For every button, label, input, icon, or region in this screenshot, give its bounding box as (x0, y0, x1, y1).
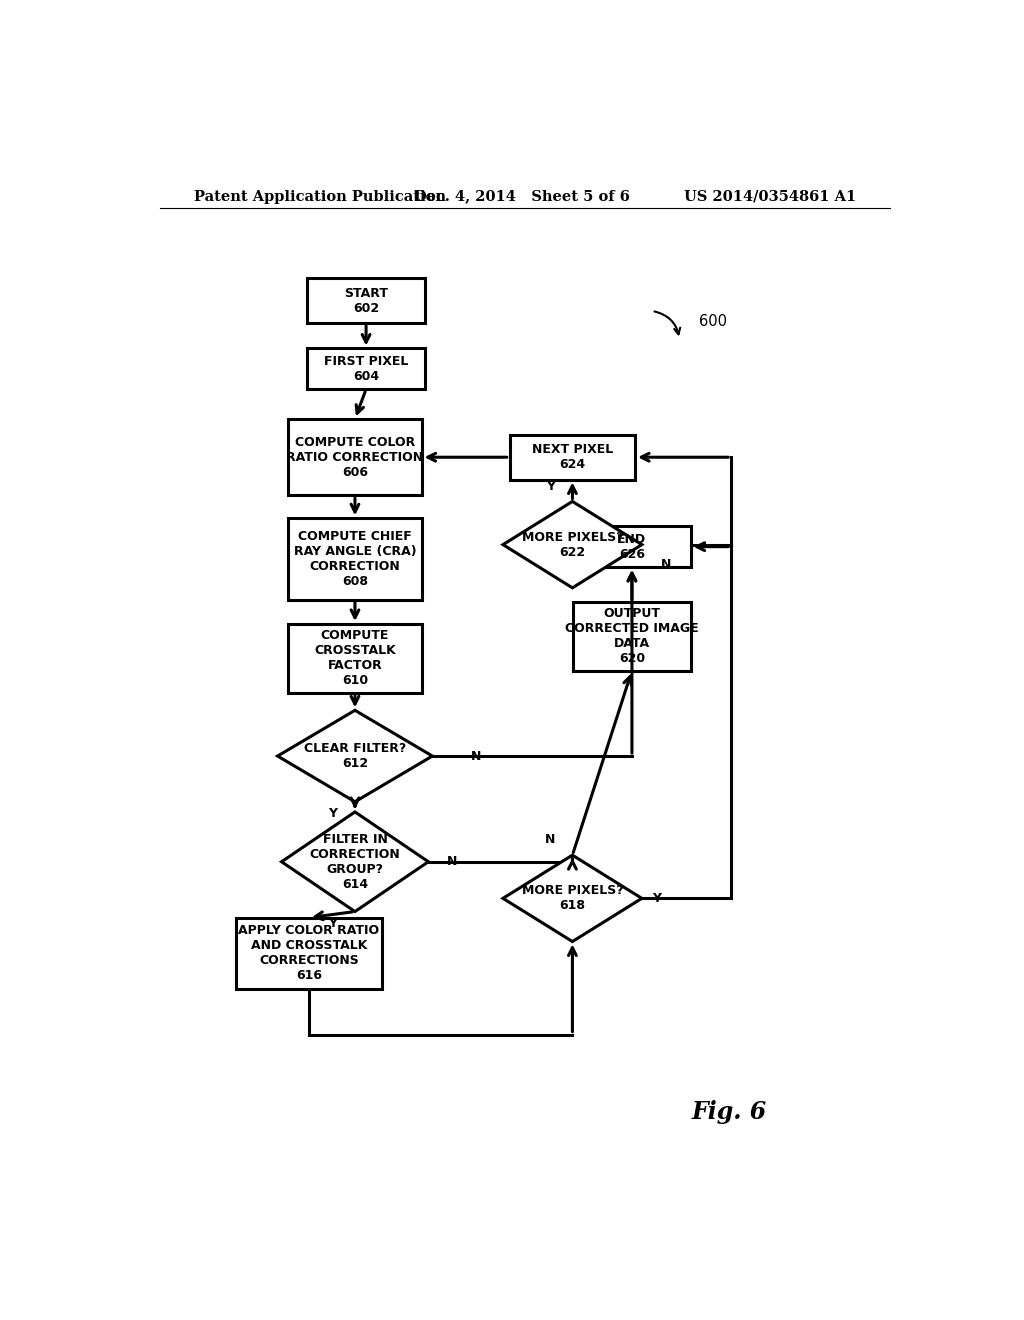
Text: CLEAR FILTER?
612: CLEAR FILTER? 612 (304, 742, 407, 770)
Text: APPLY COLOR RATIO
AND CROSSTALK
CORRECTIONS
616: APPLY COLOR RATIO AND CROSSTALK CORRECTI… (239, 924, 380, 982)
Text: COMPUTE
CROSSTALK
FACTOR
610: COMPUTE CROSSTALK FACTOR 610 (314, 630, 396, 688)
Text: N: N (660, 558, 671, 572)
Text: Y: Y (651, 892, 660, 904)
Text: N: N (471, 750, 481, 763)
Text: US 2014/0354861 A1: US 2014/0354861 A1 (684, 190, 856, 203)
Text: COMPUTE COLOR
RATIO CORRECTION
606: COMPUTE COLOR RATIO CORRECTION 606 (287, 436, 424, 479)
Bar (289, 420, 422, 495)
Text: Y: Y (329, 917, 337, 931)
Bar (573, 527, 690, 568)
Text: START
602: START 602 (344, 286, 388, 314)
Text: END
626: END 626 (617, 533, 646, 561)
Text: Y: Y (546, 479, 555, 492)
Polygon shape (278, 710, 432, 801)
Polygon shape (503, 855, 642, 941)
Bar (573, 602, 690, 671)
Text: 600: 600 (699, 314, 727, 329)
Text: FIRST PIXEL
604: FIRST PIXEL 604 (324, 355, 409, 383)
Text: Patent Application Publication: Patent Application Publication (194, 190, 445, 203)
Bar (236, 917, 382, 989)
Bar (307, 279, 425, 323)
Text: MORE PIXELS?
618: MORE PIXELS? 618 (521, 884, 624, 912)
Bar (289, 624, 422, 693)
Text: FILTER IN
CORRECTION
GROUP?
614: FILTER IN CORRECTION GROUP? 614 (309, 833, 400, 891)
Text: Dec. 4, 2014   Sheet 5 of 6: Dec. 4, 2014 Sheet 5 of 6 (414, 190, 630, 203)
Bar (289, 519, 422, 599)
Text: MORE PIXELS?
622: MORE PIXELS? 622 (521, 531, 624, 558)
Text: Fig. 6: Fig. 6 (691, 1100, 767, 1123)
Bar (307, 348, 425, 389)
Bar (510, 434, 635, 479)
Polygon shape (282, 812, 428, 912)
Text: Y: Y (329, 808, 337, 821)
Text: N: N (545, 833, 555, 846)
Text: OUTPUT
CORRECTED IMAGE
DATA
620: OUTPUT CORRECTED IMAGE DATA 620 (565, 607, 698, 665)
Text: N: N (447, 855, 458, 869)
Text: COMPUTE CHIEF
RAY ANGLE (CRA)
CORRECTION
608: COMPUTE CHIEF RAY ANGLE (CRA) CORRECTION… (294, 529, 417, 587)
Polygon shape (503, 502, 642, 587)
Text: NEXT PIXEL
624: NEXT PIXEL 624 (531, 444, 613, 471)
